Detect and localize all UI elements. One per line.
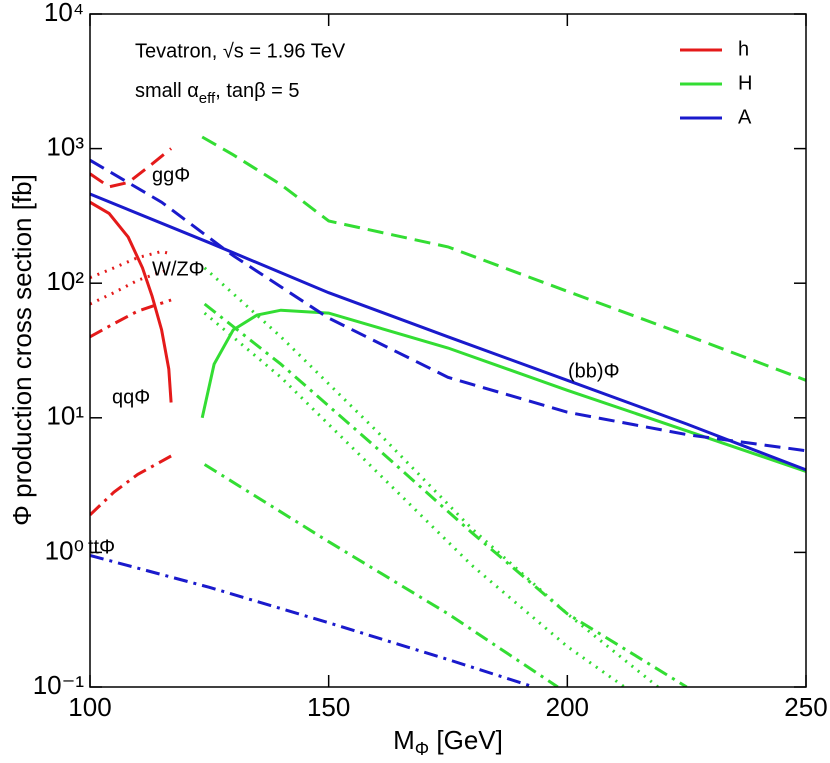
x-tick-label: 250 <box>784 692 827 722</box>
curve <box>200 308 806 473</box>
note-text: , tanβ = 5 <box>215 80 299 102</box>
curve <box>201 135 806 382</box>
note-sub: eff <box>199 90 216 107</box>
y-tick-label: 10² <box>46 266 84 296</box>
note-text: small α <box>135 80 199 102</box>
x-axis-label: MΦ [GeV] <box>393 725 503 759</box>
annotation: ttΦ <box>88 536 115 558</box>
curve <box>203 266 659 687</box>
legend-label: A <box>738 106 752 128</box>
curve <box>90 158 806 453</box>
annotation: ggΦ <box>152 164 190 186</box>
plot-area <box>90 135 806 687</box>
curve <box>90 553 535 687</box>
y-axis-label: Φ production cross section [fb] <box>7 174 37 526</box>
legend-label: H <box>738 72 752 94</box>
x-label-text: [GeV] <box>429 725 503 755</box>
note: small αeff, tanβ = 5 <box>135 80 300 107</box>
y-tick-label: 10⁴ <box>44 0 84 27</box>
legend-label: h <box>738 38 749 60</box>
y-tick-label: 10⁰ <box>45 535 84 565</box>
y-tick-label: 10¹ <box>46 401 84 431</box>
x-tick-label: 100 <box>68 692 111 722</box>
x-label-text: M <box>393 725 415 755</box>
curve <box>90 249 172 279</box>
annotation: (bb)Φ <box>568 360 620 382</box>
annotation: qqΦ <box>112 386 150 408</box>
curve <box>90 454 172 516</box>
x-tick-label: 200 <box>546 692 589 722</box>
annotation: W/ZΦ <box>152 258 205 280</box>
curve <box>203 302 688 687</box>
y-tick-label: 10⁻¹ <box>33 670 85 700</box>
curve <box>90 200 173 403</box>
axes-frame <box>89 13 807 688</box>
x-tick-label: 150 <box>307 692 350 722</box>
y-tick-label: 10³ <box>46 131 84 161</box>
curve <box>90 192 806 472</box>
curve <box>203 463 559 687</box>
note: Tevatron, √s = 1.96 TeV <box>135 40 346 62</box>
curve <box>203 311 626 687</box>
curve <box>90 147 173 189</box>
x-label-sub: Φ <box>415 739 429 759</box>
